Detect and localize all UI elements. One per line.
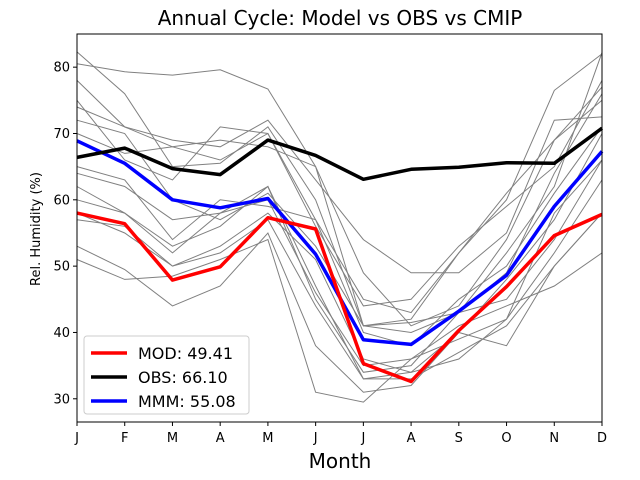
y-tick-label: 60 bbox=[53, 193, 70, 208]
plot-frame bbox=[76, 33, 603, 423]
cmip-model-line-8 bbox=[76, 126, 603, 347]
legend-frame bbox=[83, 335, 250, 415]
x-tick-label: J bbox=[360, 431, 365, 446]
cmip-model-line-3 bbox=[76, 53, 603, 314]
x-tick-label: A bbox=[216, 431, 225, 446]
y-axis-ticks: 30 40 50 60 70 80 bbox=[53, 61, 77, 407]
cmip-model-line-9 bbox=[76, 133, 603, 380]
x-tick-label: N bbox=[549, 431, 559, 446]
obs-line bbox=[76, 126, 604, 182]
cmip-model-line-13 bbox=[76, 212, 603, 393]
x-tick-label: F bbox=[121, 431, 128, 446]
legend: MOD: 49.41 OBS: 66.10 MMM: 55.08 bbox=[83, 335, 250, 415]
x-tick-label: D bbox=[597, 431, 607, 446]
y-tick-label: 70 bbox=[53, 127, 70, 142]
cmip-model-line-2 bbox=[76, 52, 603, 334]
x-tick-label: M bbox=[262, 431, 273, 446]
y-tick-label: 30 bbox=[53, 392, 70, 407]
y-axis-label: Rel. Humidity (%) bbox=[29, 172, 44, 286]
mmm-line bbox=[76, 139, 604, 347]
cmip-model-line-7 bbox=[76, 99, 603, 327]
cmip-model-line-10 bbox=[76, 159, 603, 373]
x-tick-label: J bbox=[74, 431, 79, 446]
mod-legend-label: MOD: 49.41 bbox=[138, 344, 233, 363]
chart-title: Annual Cycle: Model vs OBS vs CMIP bbox=[158, 6, 523, 30]
y-tick-label: 80 bbox=[53, 61, 70, 76]
series-lines bbox=[76, 126, 604, 384]
x-tick-label: M bbox=[167, 431, 178, 446]
cmip-model-line-12 bbox=[76, 212, 603, 380]
cmip-model-line-15 bbox=[76, 159, 603, 367]
mod-line bbox=[76, 211, 603, 384]
cmip-model-line-11 bbox=[76, 179, 603, 373]
y-tick-label: 50 bbox=[53, 260, 70, 275]
cmip-model-line-5 bbox=[76, 106, 603, 274]
cmip-ensemble-lines bbox=[76, 51, 603, 403]
x-axis-label: Month bbox=[309, 449, 372, 473]
mmm-legend-label: MMM: 55.08 bbox=[138, 392, 236, 411]
x-tick-label: J bbox=[313, 431, 318, 446]
plot-area bbox=[76, 51, 604, 403]
y-tick-label: 40 bbox=[53, 326, 70, 341]
cmip-model-line-4 bbox=[76, 80, 603, 307]
x-tick-label: S bbox=[455, 431, 463, 446]
x-tick-label: O bbox=[501, 431, 511, 446]
cmip-model-line-1 bbox=[76, 51, 603, 327]
cmip-model-line-6 bbox=[76, 93, 603, 327]
obs-legend-label: OBS: 66.10 bbox=[138, 368, 228, 387]
x-tick-label: A bbox=[407, 431, 416, 446]
